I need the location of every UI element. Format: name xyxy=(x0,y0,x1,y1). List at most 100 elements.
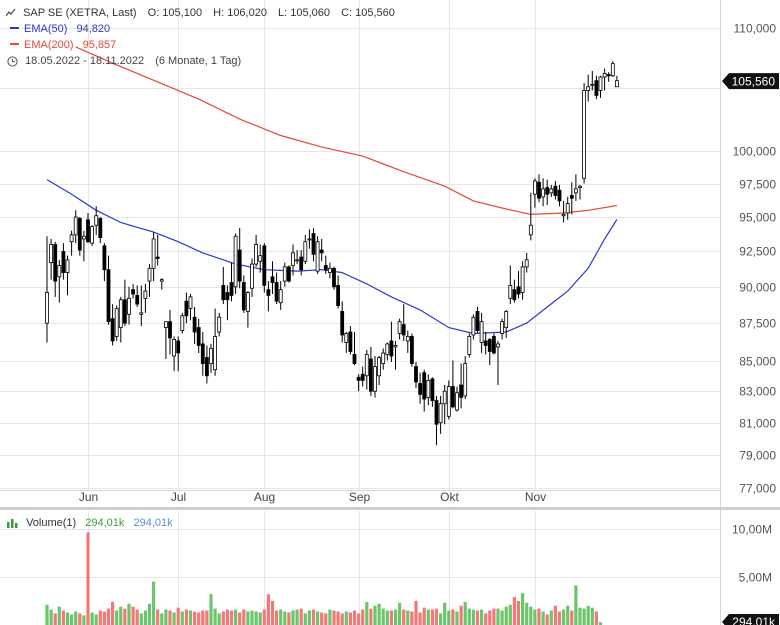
ema200-line-group xyxy=(75,46,617,216)
candle xyxy=(500,318,505,340)
volume-bar xyxy=(123,608,127,625)
candle-body xyxy=(172,339,177,357)
volume-bar xyxy=(398,602,402,625)
candle-body xyxy=(176,340,181,354)
price-tick-label: 95,000 xyxy=(739,211,776,225)
candle-body xyxy=(147,267,152,282)
candle-body xyxy=(590,83,595,86)
candle-body xyxy=(262,245,267,286)
candle xyxy=(213,308,218,376)
candle-body xyxy=(319,249,324,254)
candle-body xyxy=(340,310,345,336)
candle xyxy=(114,305,119,341)
volume-bar xyxy=(533,609,537,625)
ema50-swatch xyxy=(10,27,19,30)
open-value: O: 105,100 xyxy=(147,7,203,19)
volume-bar xyxy=(525,602,529,625)
volume-bar xyxy=(484,613,488,625)
volume-bar xyxy=(291,610,295,625)
volume-bar xyxy=(332,610,336,625)
candle-body xyxy=(377,357,382,377)
volume-bar xyxy=(164,609,168,625)
candle-body xyxy=(508,284,513,299)
candle xyxy=(463,355,468,400)
candle xyxy=(565,196,570,220)
candle-body xyxy=(553,185,558,196)
candle-body xyxy=(295,259,300,262)
candle xyxy=(110,304,115,346)
candle xyxy=(471,314,476,340)
volume-bar xyxy=(201,610,205,625)
volume-bar xyxy=(49,609,53,625)
candle xyxy=(163,321,168,360)
candle-body xyxy=(594,80,599,96)
candle-body xyxy=(49,244,53,264)
candle-body xyxy=(57,265,62,278)
volume-bar xyxy=(369,608,373,625)
candle-body xyxy=(500,321,505,334)
date-range-period: (6 Monate, 1 Tag) xyxy=(155,55,242,67)
volume-bar xyxy=(352,610,357,625)
clock-like-menu-icon[interactable] xyxy=(5,8,16,18)
candle xyxy=(69,230,74,256)
candle-body xyxy=(393,345,398,348)
legend-ema50[interactable]: EMA(50) 94,820 xyxy=(10,22,110,36)
volume-bar xyxy=(434,608,439,625)
volume-bar xyxy=(373,605,377,625)
volume-bar xyxy=(361,609,365,625)
candle-body xyxy=(286,266,291,282)
candle xyxy=(537,174,541,203)
candle xyxy=(541,178,545,207)
candle-body xyxy=(487,339,492,352)
volume-bar xyxy=(385,610,389,625)
candle xyxy=(491,333,496,355)
candle xyxy=(204,345,209,384)
candle xyxy=(332,266,336,290)
last-price-badge-text: 105,560 xyxy=(732,75,776,89)
axes: 110,000 100,000 97,500 95,000 92,500 90,000 87… xyxy=(79,22,779,625)
candle-body xyxy=(106,269,111,323)
volume-bar xyxy=(119,606,123,625)
price-tick-label: 87,500 xyxy=(739,317,776,331)
volume-bar xyxy=(463,601,467,625)
candle xyxy=(586,74,591,102)
candle-body xyxy=(504,310,509,328)
volume-value-b: 294,01k xyxy=(133,517,173,529)
candle xyxy=(221,266,226,305)
last-volume-badge-shape xyxy=(722,614,779,625)
candle-body xyxy=(520,266,525,293)
volume-bar xyxy=(418,612,422,625)
candle xyxy=(82,230,86,262)
candle xyxy=(225,285,230,321)
volume-bar xyxy=(197,612,201,625)
candle-body xyxy=(184,300,189,317)
candle xyxy=(594,75,599,100)
volume-bar xyxy=(586,605,590,625)
volume-bar xyxy=(336,611,340,625)
volume-bar xyxy=(217,613,221,625)
candle-body xyxy=(151,238,156,269)
candle xyxy=(319,238,324,262)
legend-volume[interactable]: Volume(1) 294,01k 294,01k xyxy=(7,516,173,530)
volume-bar xyxy=(406,610,410,625)
candle xyxy=(196,318,201,353)
legend-ema200[interactable]: EMA(200) 95,857 xyxy=(10,38,116,52)
candle xyxy=(606,72,611,82)
volume-bar xyxy=(504,606,508,625)
volume-bar xyxy=(172,612,176,625)
candle xyxy=(282,262,287,287)
candle-body xyxy=(332,267,336,288)
candle-body xyxy=(131,289,136,295)
volume-bar xyxy=(139,613,143,625)
volume-bar xyxy=(295,609,299,625)
candle-body xyxy=(574,188,578,194)
candle-body xyxy=(159,279,164,282)
volume-bar xyxy=(115,610,119,625)
candle-body xyxy=(303,241,308,262)
candle-body xyxy=(245,292,250,312)
volume-bar xyxy=(234,609,238,625)
chart-header: SAP SE (XETRA, Last) O: 105,100 H: 106,0… xyxy=(5,6,395,20)
candle xyxy=(45,236,49,343)
candle xyxy=(274,272,279,305)
